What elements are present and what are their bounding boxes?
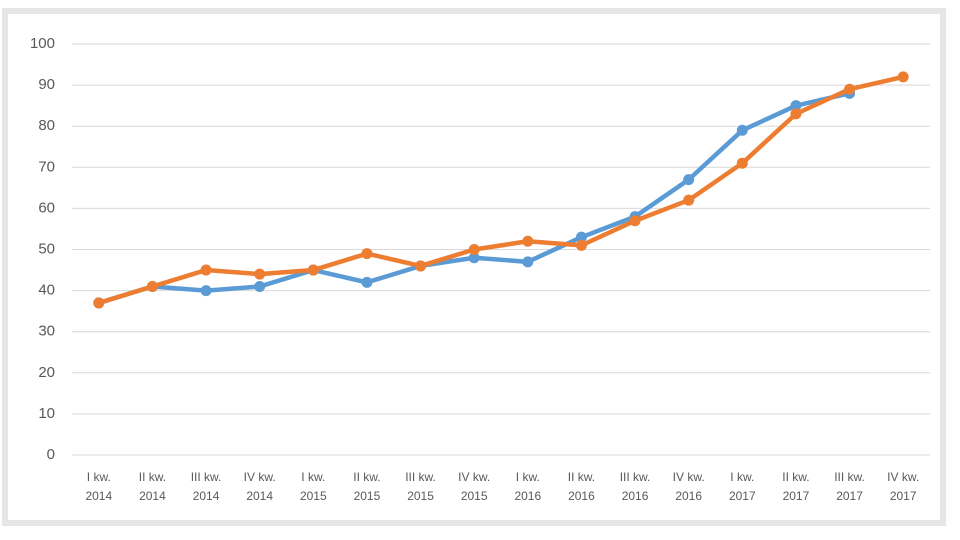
series-marker — [790, 108, 802, 120]
series-marker — [683, 174, 695, 186]
x-tick-label: IV kw. 2016 — [673, 470, 705, 503]
x-tick-label: II kw. 2016 — [568, 470, 595, 503]
series-marker — [254, 280, 266, 292]
series-marker — [415, 260, 427, 272]
y-tick-label: 50 — [38, 240, 55, 257]
series-marker — [361, 276, 373, 288]
series-marker — [522, 256, 534, 268]
x-tick-label: III kw. 2016 — [620, 470, 651, 503]
x-tick-label: I kw. 2015 — [300, 470, 327, 503]
y-tick-label: 40 — [38, 282, 55, 299]
y-tick-label: 90 — [38, 76, 55, 93]
series-marker — [844, 83, 856, 95]
x-tick-label: III kw. 2014 — [191, 470, 222, 503]
y-tick-label: 60 — [38, 199, 55, 216]
y-tick-label: 0 — [47, 446, 55, 463]
series-marker — [93, 297, 105, 309]
series-marker — [575, 231, 587, 243]
y-tick-label: 100 — [30, 35, 55, 52]
y-tick-label: 80 — [38, 117, 55, 134]
x-tick-label: I kw. 2014 — [85, 470, 112, 503]
x-tick-label: II kw. 2017 — [782, 470, 809, 503]
y-tick-label: 20 — [38, 364, 55, 381]
x-tick-label: III kw. 2015 — [405, 470, 436, 503]
series-marker — [736, 157, 748, 169]
series-marker — [897, 71, 909, 83]
series-marker — [200, 264, 212, 276]
series-marker — [575, 239, 587, 251]
series-marker — [254, 268, 266, 280]
series-marker — [629, 215, 641, 227]
series-marker — [200, 285, 212, 297]
y-tick-label: 10 — [38, 405, 55, 422]
chart-frame — [2, 8, 946, 526]
series-line — [96, 74, 906, 306]
x-tick-label: IV kw. 2014 — [244, 470, 276, 503]
y-tick-label: 30 — [38, 323, 55, 340]
series-marker — [468, 252, 480, 264]
series-marker — [361, 248, 373, 260]
series-marker — [522, 235, 534, 247]
x-tick-label: III kw. 2017 — [834, 470, 865, 503]
x-tick-label: II kw. 2015 — [353, 470, 380, 503]
y-tick-label: 70 — [38, 158, 55, 175]
x-tick-label: II kw. 2014 — [139, 470, 166, 503]
series-marker — [683, 194, 695, 206]
x-tick-label: IV kw. 2015 — [458, 470, 490, 503]
series-marker — [146, 280, 158, 292]
series-marker — [307, 264, 319, 276]
x-tick-label: IV kw. 2017 — [887, 470, 919, 503]
x-tick-label: I kw. 2017 — [729, 470, 756, 503]
x-tick-label: I kw. 2016 — [514, 470, 541, 503]
series-marker — [790, 100, 802, 112]
series-marker — [468, 244, 480, 255]
series-marker — [736, 124, 748, 136]
